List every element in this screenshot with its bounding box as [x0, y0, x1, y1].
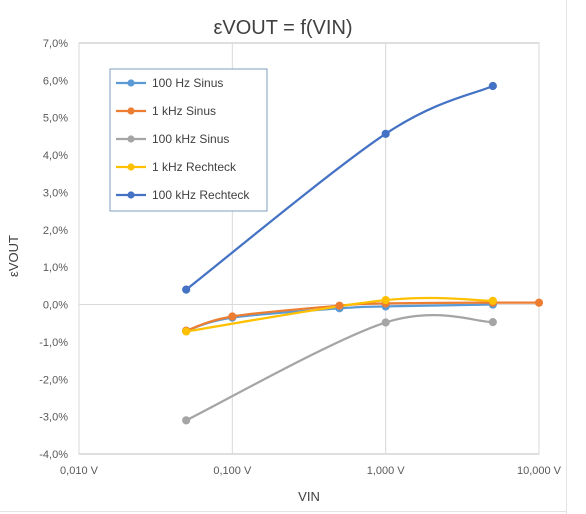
x-tick-label: 0,100 V [213, 465, 252, 477]
legend-swatch-marker [127, 79, 135, 87]
y-tick-label: 6,0% [43, 75, 68, 87]
legend-label: 100 kHz Rechteck [152, 188, 250, 202]
x-tick-label: 1,000 V [367, 465, 406, 477]
y-axis-title: εVOUT [6, 235, 21, 277]
y-tick-label: 0,0% [43, 300, 68, 312]
legend-swatch-marker [127, 163, 135, 171]
series-line-4 [185, 84, 494, 291]
legend-label: 100 Hz Sinus [152, 76, 223, 90]
y-tick-label: -4,0% [39, 449, 68, 461]
series-line-2 [185, 314, 494, 422]
data-point-series-1 [228, 312, 237, 321]
legend-label: 1 kHz Sinus [152, 104, 216, 118]
data-point-series-1 [335, 301, 344, 310]
data-point-series-2 [488, 318, 497, 327]
legend-swatch-marker [127, 191, 135, 199]
legend-label: 100 kHz Sinus [152, 132, 229, 146]
data-point-series-2 [381, 318, 390, 327]
data-point-series-4 [182, 285, 191, 294]
data-point-series-2 [182, 416, 191, 425]
data-point-series-4 [381, 129, 390, 138]
y-tick-label: 7,0% [43, 38, 68, 50]
y-tick-label: -2,0% [39, 374, 68, 386]
legend-swatch-marker [127, 135, 135, 143]
y-tick-label: 1,0% [43, 262, 68, 274]
data-point-series-1 [534, 298, 544, 307]
x-tick-label: 0,010 V [60, 465, 99, 477]
legend: 100 Hz Sinus 1 kHz Sinus 100 kHz Sinus 1 kH… [109, 68, 268, 212]
y-tick-label: 5,0% [43, 113, 68, 125]
y-tick-label: 2,0% [43, 225, 68, 237]
data-point-series-4 [488, 81, 497, 91]
data-point-series-3 [381, 295, 390, 305]
series-line-3 [185, 296, 494, 333]
legend-swatch-marker [127, 107, 135, 115]
y-tick-label: -3,0% [39, 412, 68, 424]
y-tick-label: 3,0% [43, 187, 68, 199]
chart-title: εVOUT = f(VIN) [213, 17, 352, 39]
legend-label: 1 kHz Rechteck [152, 160, 237, 174]
x-tick-label: 10,000 V [517, 465, 562, 477]
data-point-series-3 [488, 296, 497, 305]
x-axis-title: VIN [298, 489, 320, 504]
y-tick-label: 4,0% [43, 150, 68, 162]
y-tick-label: -1,0% [39, 337, 68, 349]
data-point-series-3 [182, 327, 191, 336]
